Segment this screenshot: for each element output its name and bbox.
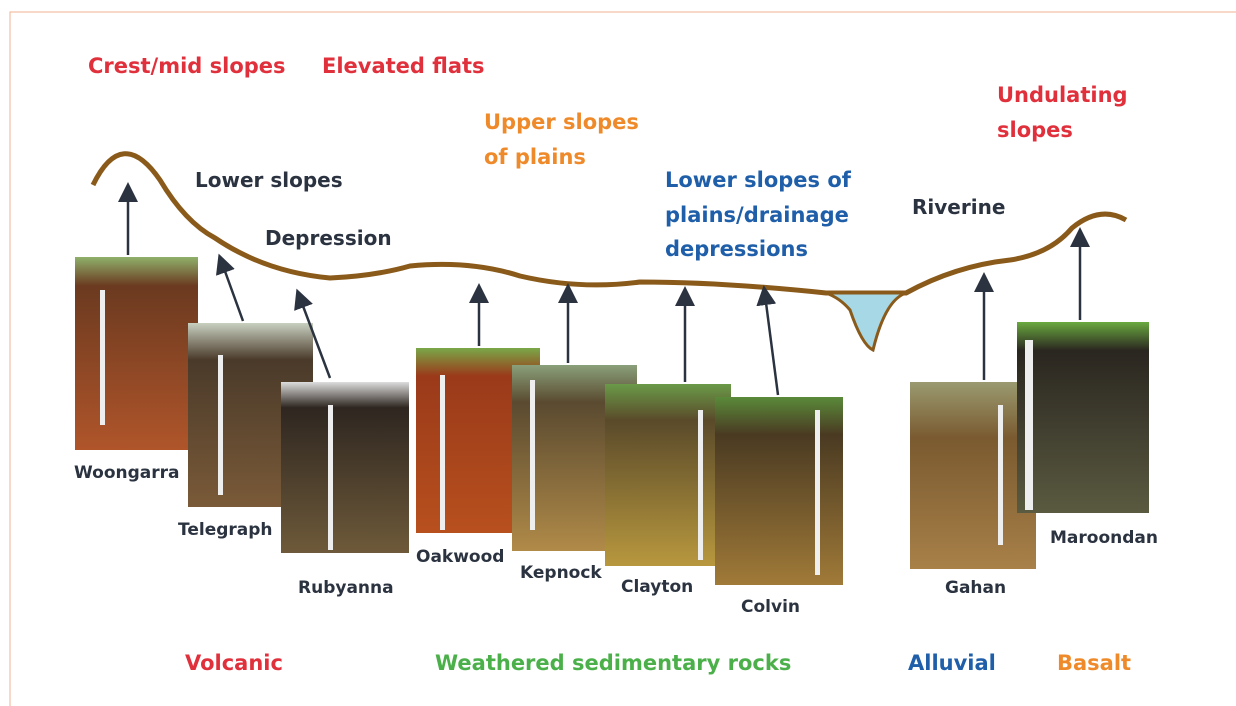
parent-material: Basalt (1057, 651, 1131, 675)
landform-label: Undulating (997, 83, 1128, 107)
landform-label: slopes (997, 118, 1073, 142)
landform-label: Riverine (912, 195, 1005, 219)
parent-material: Alluvial (908, 651, 996, 675)
landform-label: Lower slopes (195, 168, 343, 192)
soil-name: Kepnock (520, 563, 602, 583)
landform-label: Depression (265, 226, 392, 250)
landform-label: of plains (484, 145, 586, 169)
soil-name: Colvin (741, 597, 800, 617)
soil-name: Gahan (945, 578, 1006, 598)
diagram: Crest/mid slopes Elevated flats Upper sl… (0, 0, 1236, 706)
parent-material: Volcanic (185, 651, 283, 675)
soil-name: Oakwood (416, 547, 504, 567)
soil-name: Woongarra (74, 463, 180, 483)
landform-label: Elevated flats (322, 54, 485, 78)
landform-label: Crest/mid slopes (88, 54, 286, 78)
landform-label: depressions (665, 237, 808, 261)
parent-material: Weathered sedimentary rocks (435, 651, 791, 675)
landform-label: plains/drainage (665, 203, 849, 227)
landform-label: Upper slopes (484, 110, 639, 134)
soil-name: Rubyanna (298, 578, 394, 598)
landform-label: Lower slopes of (665, 168, 852, 192)
soil-name: Maroondan (1050, 528, 1158, 548)
soil-name: Telegraph (178, 520, 273, 540)
soil-name: Clayton (621, 577, 693, 597)
river (826, 293, 906, 350)
